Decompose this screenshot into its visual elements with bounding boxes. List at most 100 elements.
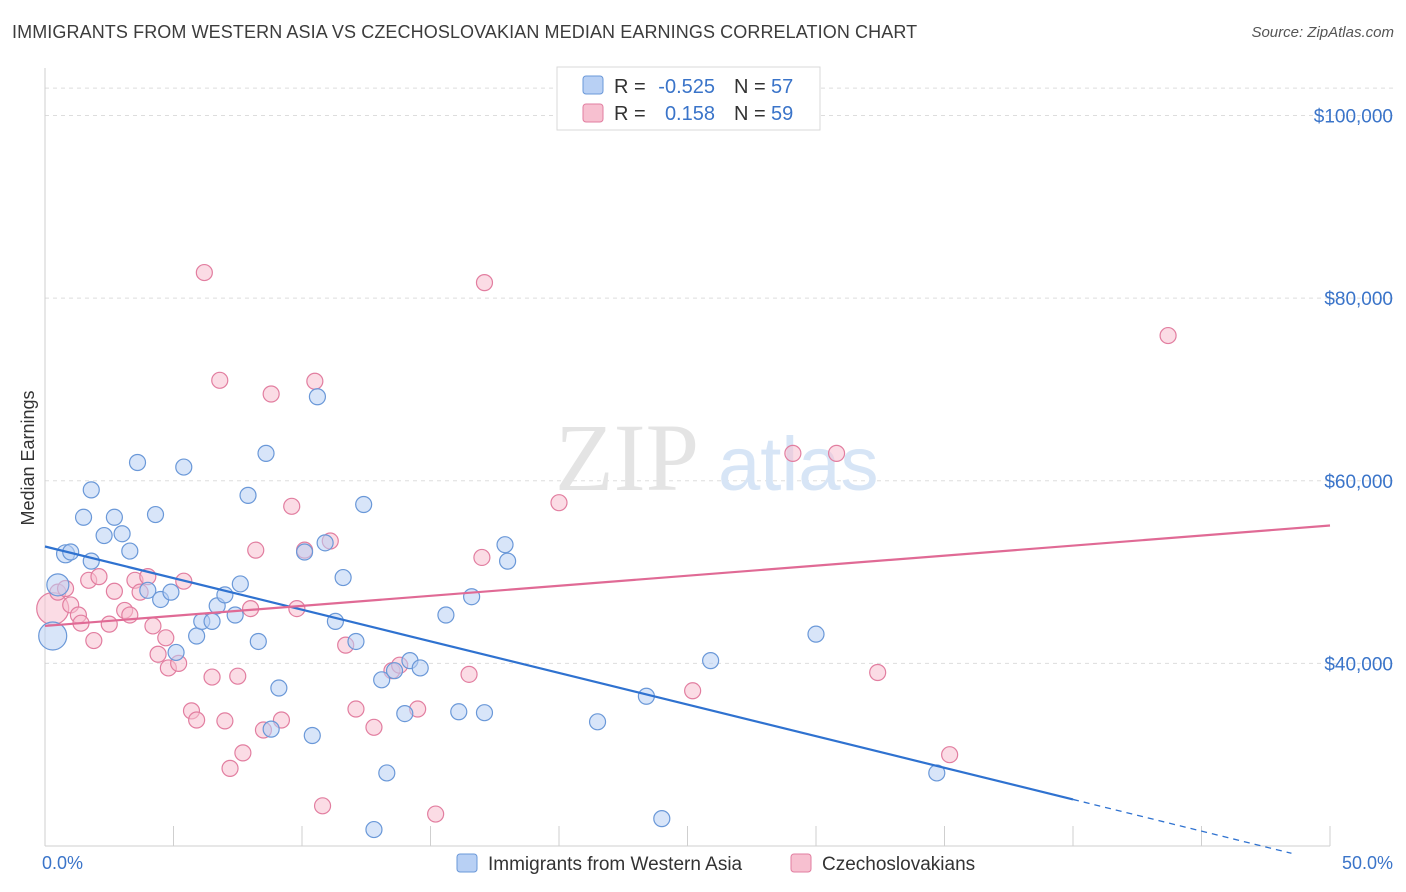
- bottom-legend-label-pink: Czechoslovakians: [822, 854, 975, 875]
- data-point: [347, 700, 365, 718]
- data-point: [313, 797, 332, 815]
- data-point: [460, 665, 478, 683]
- y-axis-tick-labels: $40,000 $60,000 $80,000 $100,000: [1314, 107, 1393, 676]
- legend-n-label-1: N =: [734, 76, 766, 98]
- data-point: [162, 583, 180, 601]
- data-point: [234, 744, 252, 762]
- data-point: [496, 536, 514, 554]
- data-point: [807, 625, 825, 643]
- data-point: [306, 372, 324, 390]
- data-point: [113, 525, 131, 543]
- data-point: [1159, 326, 1177, 345]
- watermark-atlas: atlas: [718, 422, 879, 507]
- data-point: [303, 726, 321, 745]
- data-point: [316, 534, 334, 552]
- gridlines: [45, 87, 1395, 664]
- data-point: [46, 573, 70, 597]
- data-point: [211, 371, 229, 389]
- data-point: [365, 820, 383, 839]
- data-point: [827, 444, 846, 462]
- trendline-western-asia-extension: [1072, 798, 1292, 854]
- data-point: [588, 713, 607, 731]
- data-point: [684, 682, 702, 700]
- data-point: [146, 505, 165, 524]
- data-point: [95, 526, 113, 545]
- legend-box: R = -0.525 N = 57 R = 0.158 N = 59: [556, 66, 821, 131]
- data-point: [167, 643, 185, 662]
- data-point: [100, 615, 118, 633]
- series-czechoslovakians-points: [36, 263, 1177, 823]
- x-axis-ticks: [44, 826, 1331, 846]
- data-point: [74, 508, 93, 526]
- data-point: [270, 679, 288, 697]
- y-tick-label: $100,000: [1314, 107, 1393, 128]
- y-tick-label: $40,000: [1324, 654, 1393, 675]
- bottom-legend-swatch-pink: [790, 853, 812, 873]
- series-western-asia-points: [38, 388, 946, 839]
- data-point: [257, 444, 275, 462]
- data-point: [203, 668, 221, 686]
- data-point: [144, 617, 162, 635]
- data-point: [128, 453, 147, 472]
- data-point: [355, 495, 373, 514]
- data-point: [450, 703, 468, 721]
- source-label: Source: ZipAtlas.com: [1251, 24, 1394, 41]
- data-point: [427, 805, 445, 823]
- legend-n-value-1: 57: [771, 76, 793, 98]
- legend-swatch-blue: [582, 75, 604, 95]
- data-point: [105, 508, 123, 526]
- data-point: [82, 481, 100, 499]
- data-point: [411, 659, 429, 677]
- data-point: [203, 612, 221, 630]
- data-point: [941, 746, 959, 764]
- data-point: [85, 631, 103, 650]
- data-point: [295, 543, 314, 561]
- data-point: [195, 263, 213, 282]
- bottom-legend: Immigrants from Western Asia Czechoslova…: [456, 853, 975, 875]
- data-point: [308, 388, 327, 406]
- data-point: [239, 486, 257, 504]
- data-point: [475, 704, 494, 722]
- bottom-legend-swatch-blue: [456, 853, 478, 873]
- data-point: [437, 606, 455, 624]
- data-point: [283, 497, 301, 515]
- data-point: [473, 548, 491, 567]
- data-point: [653, 810, 671, 828]
- data-point: [188, 711, 206, 729]
- legend-n-label-2: N =: [734, 103, 766, 125]
- data-point: [373, 671, 391, 689]
- data-point: [475, 274, 494, 292]
- data-point: [229, 667, 247, 685]
- data-point: [396, 705, 414, 723]
- data-point: [149, 645, 167, 663]
- data-point: [139, 581, 157, 599]
- data-point: [262, 720, 280, 738]
- legend-n-value-2: 59: [771, 103, 793, 125]
- data-point: [90, 568, 108, 586]
- x-tick-max: 50.0%: [1342, 853, 1393, 873]
- data-point: [175, 458, 193, 476]
- watermark-zip: ZIP: [555, 404, 699, 511]
- data-point: [869, 663, 887, 682]
- trendline-western-asia: [44, 545, 1074, 801]
- legend-r-value-1: -0.525: [658, 76, 715, 98]
- data-point: [262, 385, 280, 403]
- data-point: [378, 764, 396, 782]
- legend-r-value-2: 0.158: [665, 103, 715, 125]
- legend-r-label-1: R =: [614, 76, 646, 98]
- data-point: [121, 542, 139, 560]
- legend-swatch-pink: [582, 103, 604, 123]
- data-point: [249, 632, 267, 651]
- y-tick-label: $80,000: [1324, 289, 1393, 310]
- chart-title: IMMIGRANTS FROM WESTERN ASIA VS CZECHOSL…: [12, 22, 918, 42]
- data-point: [702, 652, 720, 670]
- data-point: [226, 606, 244, 624]
- data-point: [216, 712, 234, 730]
- legend-r-label-2: R =: [614, 103, 646, 125]
- data-point: [157, 629, 175, 647]
- y-axis-label: Median Earnings: [18, 390, 38, 525]
- data-point: [105, 582, 123, 600]
- trendlines: [44, 524, 1331, 854]
- data-point: [347, 632, 365, 651]
